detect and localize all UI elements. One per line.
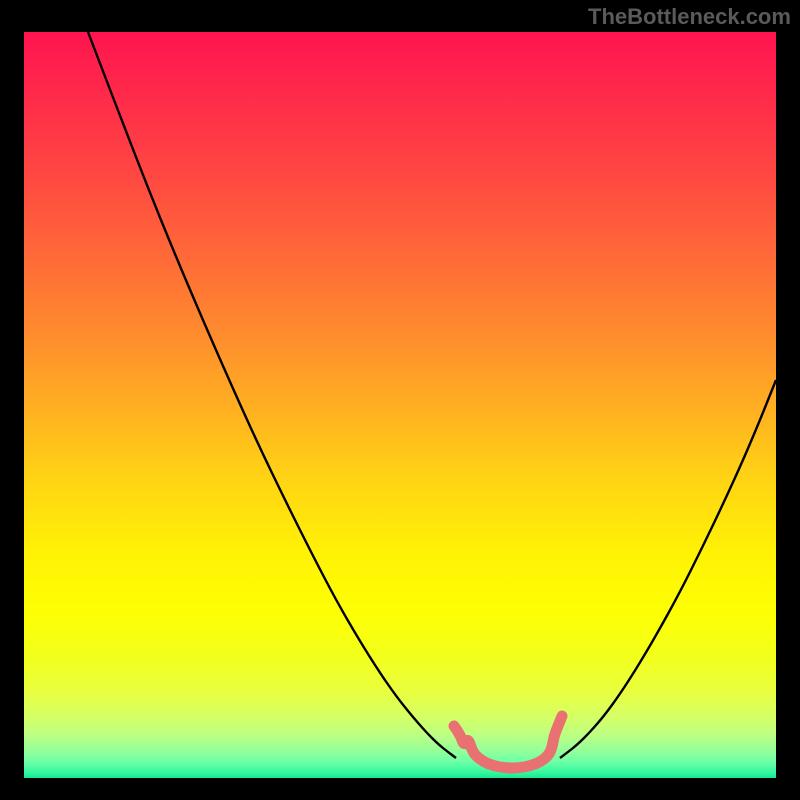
gradient-background	[24, 32, 776, 778]
plot-area	[24, 32, 776, 778]
chart-svg	[24, 32, 776, 778]
attribution-text: TheBottleneck.com	[588, 4, 791, 30]
